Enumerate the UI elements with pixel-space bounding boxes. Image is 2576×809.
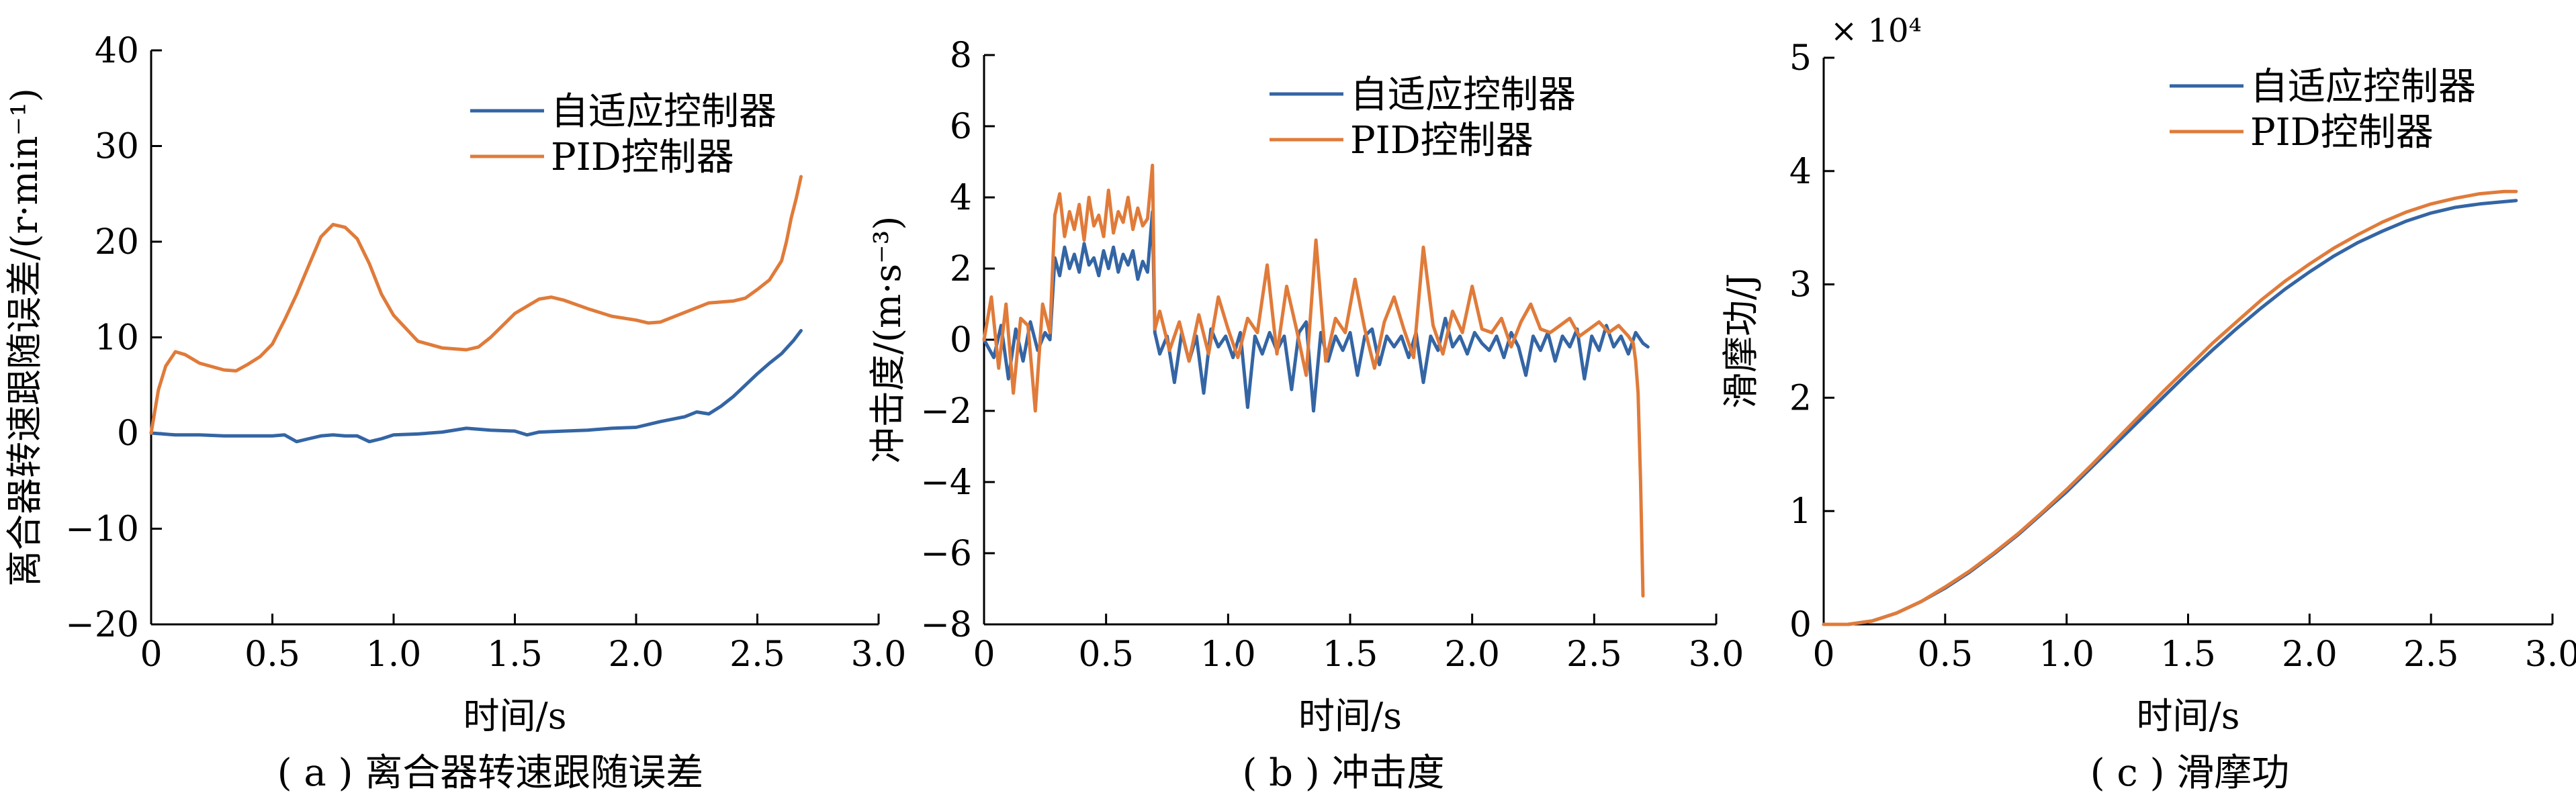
chart-panel-0: 0 0.5 1.0 1.5 2.0 2.5 3.0 −20 −10 0 10 20 30 40 自适应控制器… [3,31,906,795]
y-tick-label: 10 [95,318,139,359]
x-tick-label: 0 [1812,634,1834,675]
y-multiplier-label: × 10⁴ [1830,12,1922,50]
y-tick-label: 40 [95,31,139,71]
y-tick-label: −8 [920,605,972,645]
series-line-adaptive [149,329,803,444]
x-tick-label: 2.5 [729,634,785,675]
y-tick-label: 0 [117,414,139,454]
x-tick-label: 3.0 [2525,634,2576,675]
x-tick-label: 1.0 [366,634,422,675]
y-axis-title: 冲击度/(m·s⁻³) [867,216,909,464]
series-line-pid [149,175,803,435]
y-tick-label: 30 [95,127,139,167]
chart-panel-2: 0 0.5 1.0 1.5 2.0 2.5 3.0 0 1 2 3 4 5 × 10⁴ 自适应控制器PID控… [1720,12,2576,795]
y-tick-label: 2 [1789,378,1812,418]
y-tick-label: 0 [950,320,972,361]
x-tick-label: 0.5 [1078,634,1134,675]
y-tick-label: 0 [1789,605,1812,645]
y-axis-title: 滑摩功/J [1720,273,1762,409]
chart-panel-1: 0 0.5 1.0 1.5 2.0 2.5 3.0 −8 −6 −4 −2 0 2 4 6 8 自适应控制器PI… [867,36,1744,795]
x-tick-label: 0.5 [245,634,300,675]
series-line-pid [1822,189,2518,626]
y-tick-label: 1 [1789,491,1812,532]
x-tick-label: 2.0 [2282,634,2338,675]
series-line-pid [982,163,1645,598]
y-tick-label: −10 [65,510,139,550]
y-tick-label: −2 [920,391,972,432]
x-axis-title: 时间/s [463,695,567,737]
y-tick-label: 20 [95,222,139,263]
x-tick-label: 0 [973,634,995,675]
series-line-adaptive [982,209,1650,413]
y-tick-label: 6 [950,107,972,147]
x-tick-label: 0 [140,634,162,675]
x-tick-label: 2.5 [2403,634,2459,675]
y-tick-label: −20 [65,605,139,645]
panel-caption: ( a ) 离合器转速跟随误差 [277,751,703,795]
x-tick-label: 1.5 [1323,634,1378,675]
legend-label: PID控制器 [2250,111,2434,154]
y-tick-label: 5 [1789,38,1812,79]
legend-label: 自适应控制器 [1350,73,1576,117]
x-tick-label: 3.0 [1689,634,1744,675]
y-tick-label: 4 [1789,152,1812,192]
x-tick-label: 2.5 [1566,634,1622,675]
y-tick-label: 2 [950,249,972,289]
x-axis-title: 时间/s [1298,695,1402,737]
legend-label: 自适应控制器 [2250,65,2476,109]
x-tick-label: 3.0 [851,634,907,675]
y-tick-label: −6 [920,534,972,574]
y-axis-title: 离合器转速跟随误差/(r·min⁻¹) [3,88,46,587]
x-tick-label: 1.0 [1200,634,1256,675]
series-line-adaptive [1822,199,2518,626]
x-tick-label: 1.0 [2039,634,2094,675]
legend-label: 自适应控制器 [551,90,776,134]
legend-label: PID控制器 [551,136,734,179]
x-axis-title: 时间/s [2137,695,2240,737]
panel-caption: ( b ) 冲击度 [1243,751,1445,795]
y-tick-label: 4 [950,178,972,218]
y-tick-label: 8 [950,36,972,76]
x-tick-label: 2.0 [609,634,664,675]
y-tick-label: −4 [920,463,972,503]
x-tick-label: 0.5 [1917,634,1973,675]
x-tick-label: 1.5 [487,634,543,675]
panel-caption: ( c ) 滑摩功 [2090,751,2289,795]
y-tick-label: 3 [1789,265,1812,305]
legend-label: PID控制器 [1350,119,1534,162]
x-tick-label: 2.0 [1444,634,1500,675]
x-tick-label: 1.5 [2160,634,2216,675]
